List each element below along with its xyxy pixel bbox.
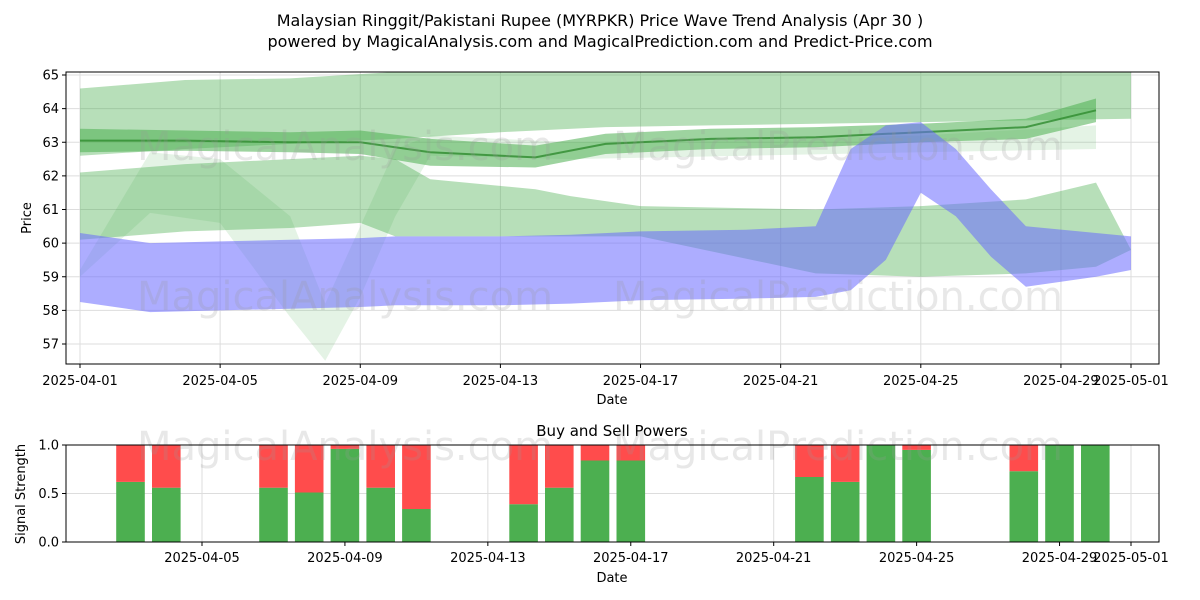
buy-bar-2025-04-16 xyxy=(580,460,610,542)
buy-bar-2025-04-14 xyxy=(509,504,538,542)
sell-bar-2025-04-08 xyxy=(294,445,324,493)
chart-title-line-2: powered by MagicalAnalysis.com and Magic… xyxy=(267,32,932,51)
signal-x-ticks: 2025-04-05 2025-04-09 2025-04-13 2025-04-17… xyxy=(164,542,1169,566)
price-bands xyxy=(80,72,1131,361)
sell-bar-2025-04-03 xyxy=(116,445,145,482)
signal-x-tick-label-1: 2025-04-09 xyxy=(307,551,383,566)
signal-bars xyxy=(116,445,1110,542)
sell-bar-2025-04-15 xyxy=(545,445,574,488)
signal-chart-title: Buy and Sell Powers xyxy=(536,422,688,440)
buy-bar-2025-04-04 xyxy=(152,487,181,542)
sell-bar-2025-04-23 xyxy=(830,445,860,482)
signal-x-tick-label-2: 2025-04-13 xyxy=(450,551,526,566)
sell-bar-2025-04-11 xyxy=(402,445,431,509)
buy-bar-2025-04-10 xyxy=(366,487,395,542)
sell-bar-2025-04-22 xyxy=(795,445,824,477)
signal-x-tick-label-6: 2025-04-29 xyxy=(1022,551,1098,566)
watermark-left-signal: MagicalAnalysis.com xyxy=(137,424,553,470)
signal-x-tick-label-3: 2025-04-17 xyxy=(593,551,669,566)
price-y-tick-label-8: 65 xyxy=(42,69,59,84)
sell-bar-2025-04-14 xyxy=(509,445,538,505)
sell-bar-2025-04-10 xyxy=(366,445,395,488)
price-plot-border xyxy=(65,71,1160,365)
price-y-tick-label-5: 62 xyxy=(42,169,59,184)
watermark-right: MagicalPrediction.com xyxy=(613,124,1063,170)
buy-bar-2025-04-22 xyxy=(795,477,824,542)
price-y-tick-label-2: 59 xyxy=(42,270,59,285)
signal-y-axis-label: Signal Strength xyxy=(14,444,29,544)
buy-bar-2025-04-29 xyxy=(1045,445,1074,542)
signal-y-ticks: 0.0 0.5 1.0 xyxy=(38,439,66,551)
price-band-blue-5 xyxy=(80,122,1131,313)
sell-bar-2025-04-16 xyxy=(580,445,610,461)
watermark-left: MagicalAnalysis.com xyxy=(137,124,553,170)
price-x-tick-label-6: 2025-04-25 xyxy=(883,374,959,389)
price-y-tick-label-3: 60 xyxy=(42,237,59,252)
signal-y-tick-label-2: 1.0 xyxy=(38,439,59,454)
chart-title-line-1: Malaysian Ringgit/Pakistani Rupee (MYRPK… xyxy=(277,11,923,30)
price-x-tick-label-2: 2025-04-09 xyxy=(322,374,398,389)
price-x-tick-label-3: 2025-04-13 xyxy=(463,374,539,389)
signal-x-tick-label-4: 2025-04-21 xyxy=(736,551,812,566)
price-y-tick-label-6: 63 xyxy=(42,136,59,151)
buy-bar-2025-04-11 xyxy=(402,509,431,542)
price-y-tick-label-7: 64 xyxy=(42,102,59,117)
price-y-axis-label: Price xyxy=(20,202,35,234)
price-trend-line-4 xyxy=(80,109,1097,159)
price-y-tick-label-1: 58 xyxy=(42,304,59,319)
buy-bar-2025-04-28 xyxy=(1009,471,1039,542)
price-x-tick-label-1: 2025-04-05 xyxy=(182,374,258,389)
price-watermarks: MagicalAnalysis.com MagicalPrediction.co… xyxy=(137,124,1063,320)
buy-bar-2025-04-23 xyxy=(830,481,860,542)
price-x-axis-label: Date xyxy=(596,393,627,408)
price-y-tick-label-0: 57 xyxy=(42,338,59,353)
price-y-ticks: 57 58 59 60 61 62 63 64 65 xyxy=(42,69,66,353)
watermark-right-signal: MagicalPrediction.com xyxy=(613,424,1063,470)
signal-y-tick-label-1: 0.5 xyxy=(38,487,59,502)
buy-bar-2025-04-15 xyxy=(545,487,574,542)
sell-bar-2025-04-28 xyxy=(1009,445,1039,472)
signal-x-axis-label: Date xyxy=(596,571,627,586)
buy-bar-2025-04-03 xyxy=(116,481,145,542)
sell-bar-2025-04-17 xyxy=(616,445,646,461)
price-x-tick-label-5: 2025-04-21 xyxy=(743,374,819,389)
price-y-tick-label-4: 61 xyxy=(42,203,59,218)
price-x-tick-label-0: 2025-04-01 xyxy=(42,374,118,389)
sell-bar-2025-04-25 xyxy=(902,445,931,450)
buy-bar-2025-04-24 xyxy=(866,445,896,542)
price-x-tick-label-7: 2025-04-29 xyxy=(1023,374,1099,389)
signal-x-tick-label-7: 2025-05-01 xyxy=(1093,551,1169,566)
buy-bar-2025-04-08 xyxy=(294,492,324,542)
signal-watermarks: MagicalAnalysis.com MagicalPrediction.co… xyxy=(137,424,1063,470)
buy-bar-2025-04-17 xyxy=(616,460,646,542)
signal-panel: Buy and Sell Powers MagicalAnalysis.com … xyxy=(14,422,1169,586)
price-x-tick-label-4: 2025-04-17 xyxy=(603,374,679,389)
sell-bar-2025-04-04 xyxy=(152,445,181,488)
price-panel: MagicalAnalysis.com MagicalPrediction.co… xyxy=(20,69,1169,409)
watermark-right-lower: MagicalPrediction.com xyxy=(613,274,1063,320)
buy-bar-2025-04-09 xyxy=(330,448,360,542)
signal-x-tick-label-5: 2025-04-25 xyxy=(879,551,955,566)
price-band-green-3 xyxy=(80,98,1096,168)
sell-bar-2025-04-07 xyxy=(259,445,288,488)
watermark-left-lower: MagicalAnalysis.com xyxy=(137,274,553,320)
price-x-tick-label-8: 2025-05-01 xyxy=(1093,374,1169,389)
buy-bar-2025-04-30 xyxy=(1081,445,1110,542)
signal-x-tick-label-0: 2025-04-05 xyxy=(164,551,240,566)
buy-bar-2025-04-07 xyxy=(259,487,288,542)
price-x-ticks: 2025-04-01 2025-04-05 2025-04-09 2025-04-13… xyxy=(42,364,1169,389)
sell-bar-2025-04-09 xyxy=(330,445,360,449)
buy-bar-2025-04-25 xyxy=(902,449,931,542)
signal-y-tick-label-0: 0.0 xyxy=(38,536,59,551)
